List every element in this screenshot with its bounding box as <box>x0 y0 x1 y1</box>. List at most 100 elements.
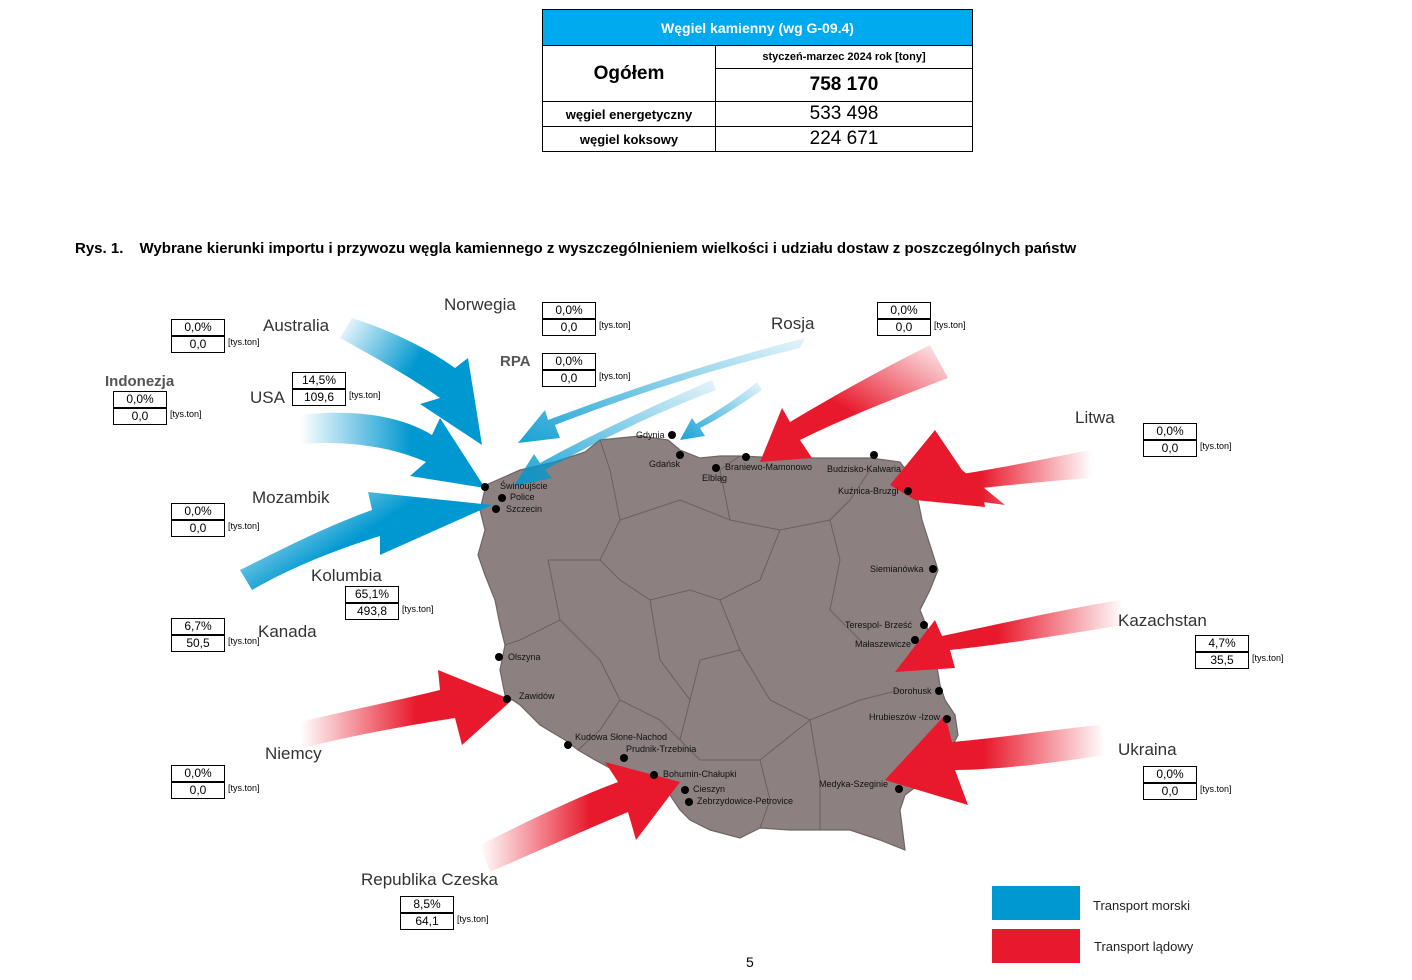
volume-australia: 0,0 <box>171 336 225 353</box>
city-kudowa: Kudowa Słone-Nachod <box>575 732 668 742</box>
unit-rosja: [tys.ton] <box>934 320 966 330</box>
unit-kanada: [tys.ton] <box>228 636 260 646</box>
unit-usa: [tys.ton] <box>349 390 381 400</box>
volume-norwegia: 0,0 <box>542 319 596 336</box>
legend-sea-swatch <box>992 886 1080 920</box>
volume-ukraina: 0,0 <box>1143 783 1197 800</box>
value-box-norwegia: 0,0% 0,0 [tys.ton] <box>542 302 631 336</box>
unit-kazachstan: [tys.ton] <box>1252 653 1284 663</box>
unit-indonezja: [tys.ton] <box>170 409 202 419</box>
total-label: Ogółem <box>542 45 716 102</box>
city-szczecin: Szczecin <box>506 504 543 514</box>
value-box-indonezja: 0,0% 0,0 [tys.ton] <box>113 391 202 425</box>
city-braniewo: Braniewo-Mamonowo <box>725 462 813 472</box>
unit-ukraina: [tys.ton] <box>1200 784 1232 794</box>
land-transport-arrows <box>300 345 1124 872</box>
country-niemcy: Niemcy <box>265 744 322 763</box>
dot-zebrzydowice <box>685 798 693 806</box>
arrow-czechy <box>480 762 680 872</box>
city-police: Police <box>510 492 535 502</box>
country-czechy: Republika Czeska <box>361 870 499 889</box>
share-kazachstan: 4,7% <box>1195 635 1249 652</box>
country-mozambik: Mozambik <box>252 488 330 507</box>
arrow-litwa <box>890 430 1092 507</box>
city-zebrzydowice: Zebrzydowice-Petrovice <box>697 796 794 806</box>
arrow-kazachstan <box>895 600 1124 672</box>
sea-transport-arrows <box>240 318 805 590</box>
value-box-australia: 0,0% 0,0 [tys.ton] <box>171 319 260 353</box>
city-gdansk: Gdańsk <box>649 459 681 469</box>
unit-kolumbia: [tys.ton] <box>402 604 434 614</box>
arrow-australia <box>340 318 482 445</box>
value-box-litwa: 0,0% 0,0 [tys.ton] <box>1143 423 1232 457</box>
country-norwegia: Norwegia <box>444 295 516 314</box>
dot-medyka <box>895 785 903 793</box>
country-kanada: Kanada <box>258 622 317 641</box>
dot-swinoujscie <box>481 483 489 491</box>
row-label-coking: węgiel koksowy <box>542 126 716 152</box>
share-usa: 14,5% <box>292 372 346 389</box>
dot-cieszyn <box>681 786 689 794</box>
share-ukraina: 0,0% <box>1143 766 1197 783</box>
dot-budzisko <box>870 451 878 459</box>
city-zawidow: Zawidów <box>519 691 555 701</box>
country-kolumbia: Kolumbia <box>311 566 382 585</box>
city-elblag: Elbląg <box>702 473 728 483</box>
dot-kudowa <box>564 741 572 749</box>
table-title: Węgiel kamienny (wg G-09.4) <box>542 9 973 46</box>
value-box-mozambik: 0,0% 0,0 [tys.ton] <box>171 503 260 537</box>
share-rosja: 0,0% <box>877 302 931 319</box>
volume-rpa: 0,0 <box>542 370 596 387</box>
row-value-coking: 224 671 <box>715 126 973 152</box>
dot-zawidow <box>503 695 511 703</box>
share-norwegia: 0,0% <box>542 302 596 319</box>
legend-land-swatch <box>992 929 1080 963</box>
city-dots <box>481 431 951 806</box>
page-number: 5 <box>746 954 754 970</box>
country-rosja: Rosja <box>771 314 815 333</box>
unit-mozambik: [tys.ton] <box>228 521 260 531</box>
period-label: styczeń-marzec 2024 rok [tony] <box>715 44 973 70</box>
volume-czechy: 64,1 <box>400 913 454 930</box>
legend-land-label: Transport lądowy <box>1094 939 1194 954</box>
dot-terespol <box>920 621 928 629</box>
share-kanada: 6,7% <box>171 618 225 635</box>
dot-prudnik <box>620 754 628 762</box>
city-olszyna: Olszyna <box>508 652 541 662</box>
city-cieszyn: Cieszyn <box>693 784 726 794</box>
unit-niemcy: [tys.ton] <box>228 783 260 793</box>
city-hrubieszow: Hrubieszów -Izow <box>869 712 941 722</box>
dot-braniewo <box>742 453 750 461</box>
unit-litwa: [tys.ton] <box>1200 441 1232 451</box>
dot-gdynia <box>668 431 676 439</box>
city-gdynia: Gdynia <box>636 430 665 440</box>
value-box-ukraina: 0,0% 0,0 [tys.ton] <box>1143 766 1232 800</box>
arrow-rpa <box>514 380 716 486</box>
country-australia: Australia <box>263 316 330 335</box>
unit-czechy: [tys.ton] <box>457 914 489 924</box>
value-box-kazachstan: 4,7% 35,5 [tys.ton] <box>1195 635 1284 669</box>
arrow-niemcy <box>300 670 512 748</box>
city-swinoujscie: Świnoujście <box>500 481 548 491</box>
share-indonezja: 0,0% <box>113 391 167 408</box>
row-value-energetic: 533 498 <box>715 101 973 127</box>
city-siemianowka: Siemianówka <box>870 564 924 574</box>
volume-rosja: 0,0 <box>877 319 931 336</box>
volume-niemcy: 0,0 <box>171 782 225 799</box>
city-malaszewicze: Małaszewicze <box>855 639 912 649</box>
volume-usa: 109,6 <box>292 389 346 406</box>
volume-mozambik: 0,0 <box>171 520 225 537</box>
value-box-niemcy: 0,0% 0,0 [tys.ton] <box>171 765 260 799</box>
value-box-usa: 14,5% 109,6 [tys.ton] <box>292 372 381 406</box>
arrow-rosja <box>760 345 948 462</box>
country-litwa: Litwa <box>1075 408 1115 427</box>
legend-sea-label: Transport morski <box>1093 898 1191 913</box>
city-medyka: Medyka-Szeginie <box>819 779 889 789</box>
dot-olszyna <box>495 653 503 661</box>
figure-caption: Rys. 1. Wybrane kierunki importu i przyw… <box>75 240 1076 257</box>
arrow-rosja-sea <box>680 382 762 440</box>
caption-text: Wybrane kierunki importu i przywozu węgl… <box>139 240 1077 257</box>
share-czechy: 8,5% <box>400 896 454 913</box>
caption-number: Rys. 1. <box>75 240 124 257</box>
volume-litwa: 0,0 <box>1143 440 1197 457</box>
